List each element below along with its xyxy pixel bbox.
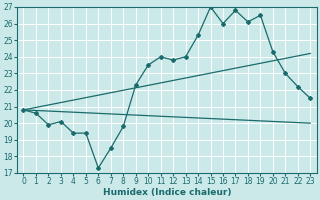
X-axis label: Humidex (Indice chaleur): Humidex (Indice chaleur) (103, 188, 231, 197)
